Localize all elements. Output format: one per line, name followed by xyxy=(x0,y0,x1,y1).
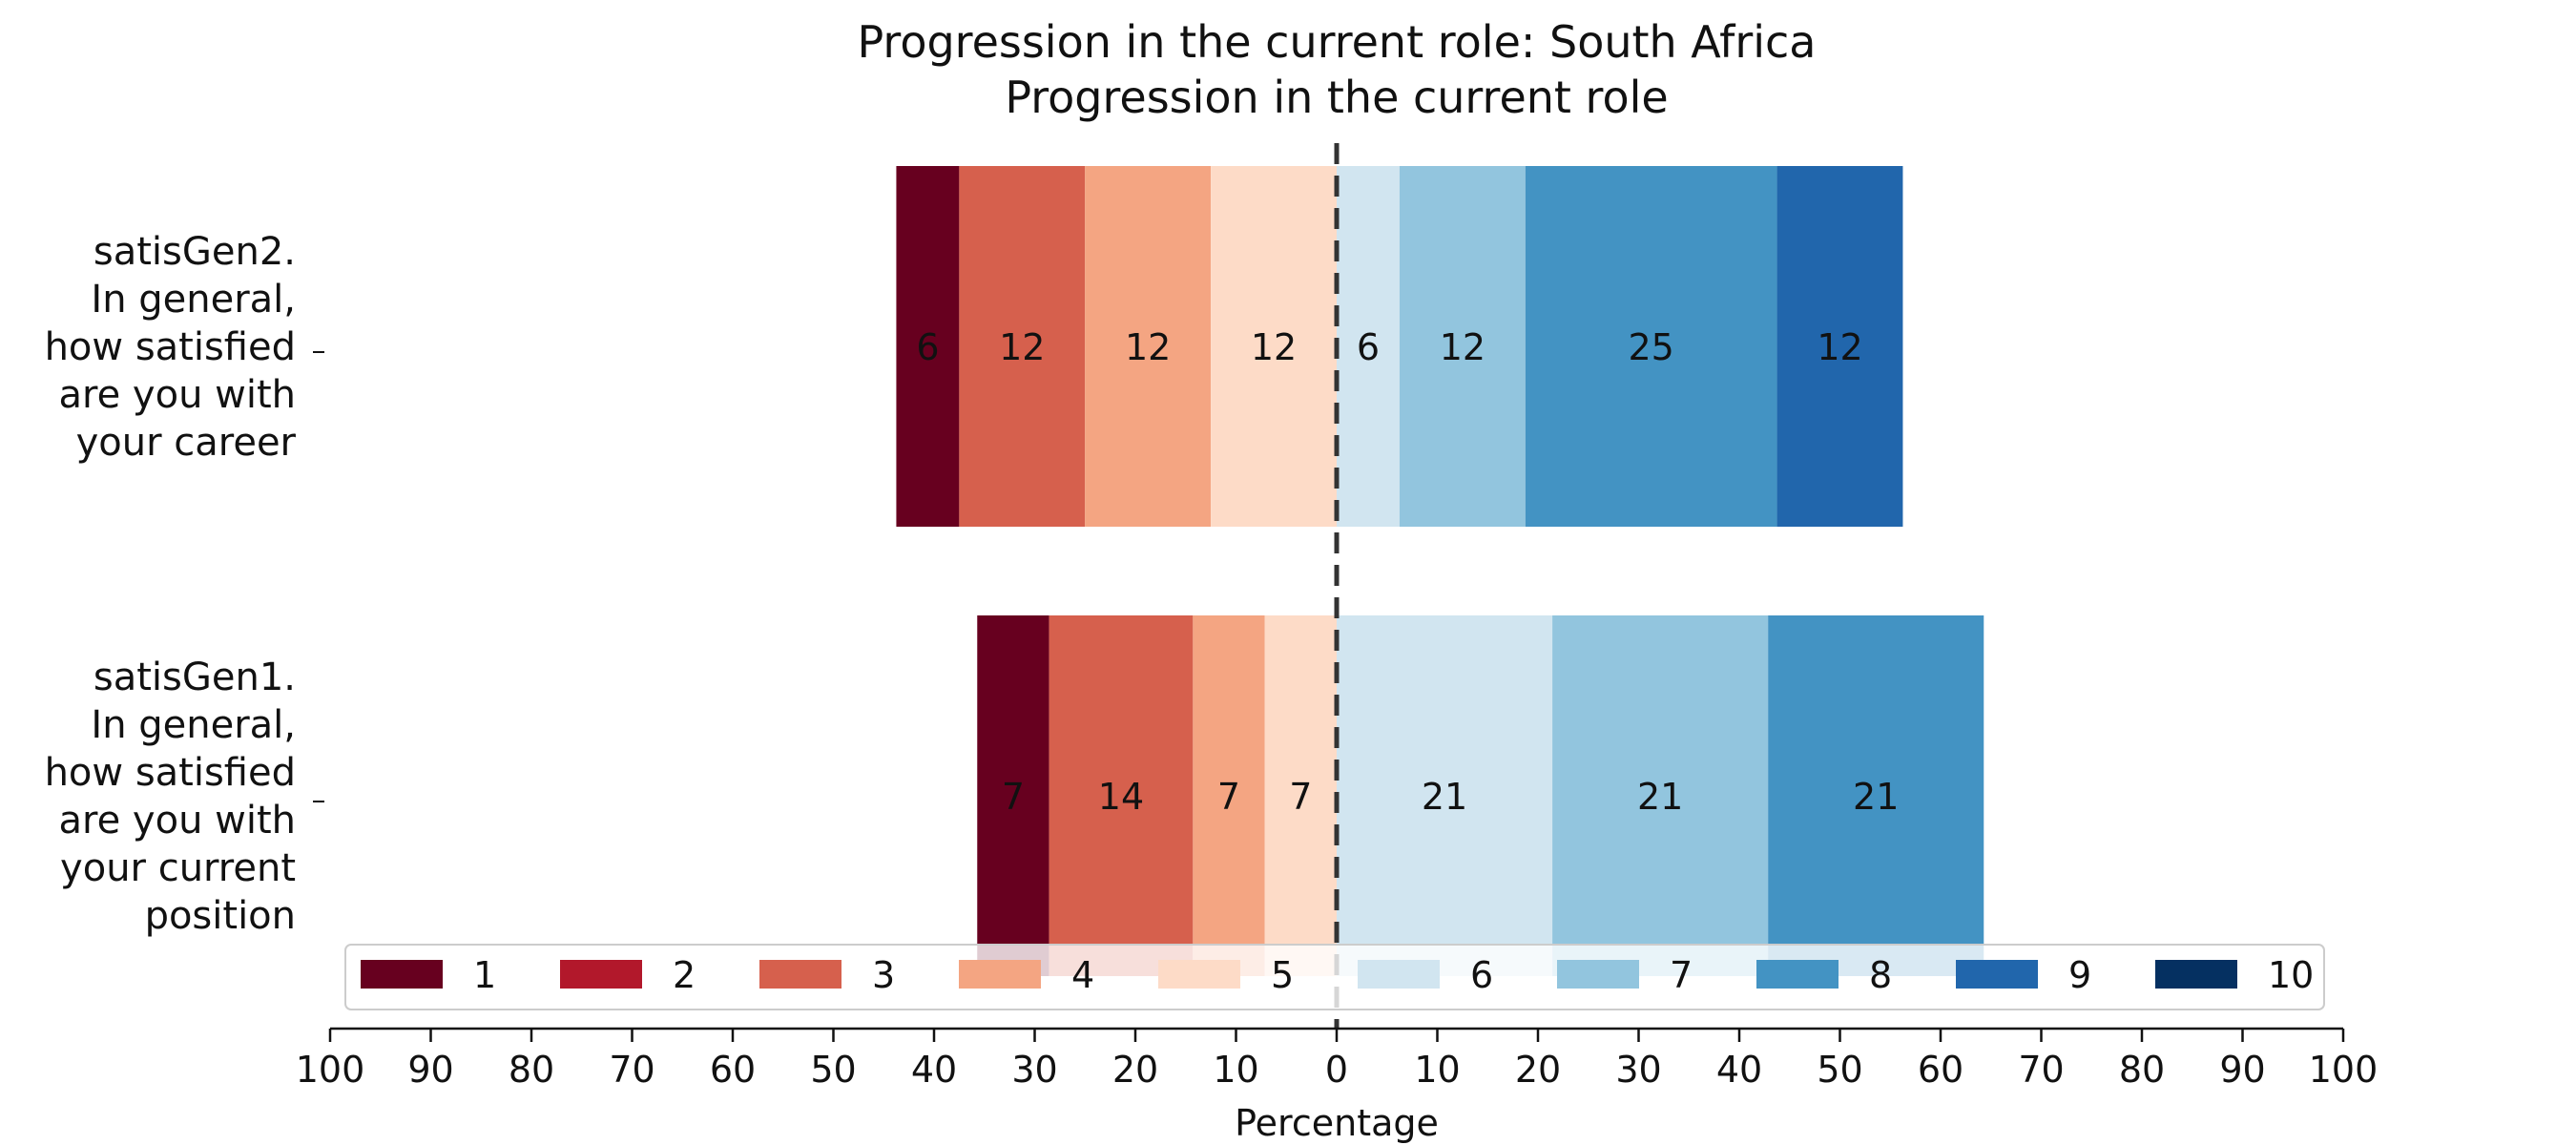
bar-segment-2-5 xyxy=(1264,615,1337,976)
legend-swatch-7 xyxy=(1557,960,1639,989)
bar-segment-2-1 xyxy=(977,615,1049,976)
legend-label-3: 3 xyxy=(872,954,895,996)
x-tick-label: 40 xyxy=(1716,1049,1762,1091)
segment-label-2-4: 7 xyxy=(1217,776,1240,818)
segment-label-2-8: 21 xyxy=(1853,776,1899,818)
segment-label-2-5: 7 xyxy=(1289,776,1312,818)
bar-segment-1-7 xyxy=(1399,166,1526,527)
segment-label-2-6: 21 xyxy=(1422,776,1467,818)
segment-label-1-6: 6 xyxy=(1357,326,1380,368)
x-tick-label: 100 xyxy=(296,1049,365,1091)
bar-segment-1-9 xyxy=(1776,166,1903,527)
legend-swatch-10 xyxy=(2155,960,2237,989)
bar-segment-1-8 xyxy=(1525,166,1777,527)
chart-subtitle: Progression in the current role xyxy=(1005,72,1668,123)
bar-segment-2-3 xyxy=(1049,615,1194,976)
category-label-2: satisGen1. In general, how satisfied are yo… xyxy=(45,656,296,938)
x-tick-label: 60 xyxy=(710,1049,756,1091)
bars-layer xyxy=(896,166,1984,976)
legend-label-8: 8 xyxy=(1869,954,1892,996)
x-axis-title: Percentage xyxy=(1235,1102,1439,1144)
legend-swatch-8 xyxy=(1756,960,1839,989)
segment-label-1-9: 12 xyxy=(1817,326,1862,368)
legend-label-5: 5 xyxy=(1271,954,1294,996)
legend-swatch-3 xyxy=(759,960,841,989)
legend-swatch-1 xyxy=(361,960,443,989)
bar-segment-1-4 xyxy=(1085,166,1212,527)
bar-segment-1-3 xyxy=(959,166,1086,527)
legend-label-6: 6 xyxy=(1470,954,1493,996)
chart-title: Progression in the current role: South A… xyxy=(858,16,1817,68)
x-tick-label: 0 xyxy=(1325,1049,1348,1091)
x-axis: 100 90 80 70 60 50 40 30 20 10 0 10 20 30 40 50 60 70 80 90… xyxy=(296,1027,2379,1091)
x-tick-label: 10 xyxy=(1414,1049,1460,1091)
x-tick-label: 90 xyxy=(407,1049,453,1091)
x-tick-label: 30 xyxy=(1011,1049,1057,1091)
bar-segment-2-4 xyxy=(1193,615,1265,976)
x-tick-label: 70 xyxy=(609,1049,654,1091)
x-tick-label: 10 xyxy=(1213,1049,1258,1091)
x-tick-label: 50 xyxy=(810,1049,856,1091)
segment-label-2-1: 7 xyxy=(1002,776,1025,818)
bar-segment-2-8 xyxy=(1768,615,1984,976)
legend-swatch-4 xyxy=(959,960,1041,989)
x-tick-label: 40 xyxy=(911,1049,957,1091)
category-labels-layer: satisGen2. In general, how satisfied are yo… xyxy=(45,230,324,938)
legend-swatch-2 xyxy=(560,960,642,989)
x-tick-label: 20 xyxy=(1515,1049,1561,1091)
legend-label-10: 10 xyxy=(2268,954,2314,996)
x-tick-label: 60 xyxy=(1918,1049,1963,1091)
legend: 1 2 3 4 5 6 7 8 9 10 xyxy=(344,944,2325,1010)
x-tick-label: 80 xyxy=(509,1049,554,1091)
x-tick-label: 70 xyxy=(2018,1049,2064,1091)
x-tick-label: 90 xyxy=(2219,1049,2265,1091)
bar-segment-1-5 xyxy=(1211,166,1337,527)
legend-label-4: 4 xyxy=(1071,954,1094,996)
bar-segment-1-6 xyxy=(1337,166,1400,527)
segment-label-1-7: 12 xyxy=(1440,326,1485,368)
legend-swatch-9 xyxy=(1956,960,2038,989)
segment-label-2-3: 14 xyxy=(1098,776,1144,818)
segment-label-1-8: 25 xyxy=(1629,326,1674,368)
segment-label-1-5: 12 xyxy=(1251,326,1297,368)
bar-segment-2-6 xyxy=(1337,615,1553,976)
category-label-1: satisGen2. In general, how satisfied are yo… xyxy=(45,230,297,465)
x-tick-label: 80 xyxy=(2119,1049,2165,1091)
legend-label-1: 1 xyxy=(473,954,496,996)
segment-label-1-1: 6 xyxy=(916,326,939,368)
x-tick-label: 20 xyxy=(1112,1049,1158,1091)
x-tick-label: 50 xyxy=(1817,1049,1862,1091)
bar-segment-1-1 xyxy=(896,166,960,527)
legend-swatch-6 xyxy=(1358,960,1440,989)
x-tick-label: 100 xyxy=(2309,1049,2379,1091)
legend-label-2: 2 xyxy=(673,954,696,996)
x-tick-label: 30 xyxy=(1615,1049,1661,1091)
legend-label-7: 7 xyxy=(1670,954,1693,996)
legend-swatch-5 xyxy=(1158,960,1240,989)
segment-label-1-4: 12 xyxy=(1125,326,1171,368)
legend-label-9: 9 xyxy=(2068,954,2091,996)
bar-segment-2-7 xyxy=(1552,615,1769,976)
segment-labels-layer: 6 12 12 12 6 12 25 12 7 14 7 7 21 21 21 xyxy=(916,326,1899,818)
segment-label-1-3: 12 xyxy=(999,326,1045,368)
segment-label-2-7: 21 xyxy=(1637,776,1683,818)
